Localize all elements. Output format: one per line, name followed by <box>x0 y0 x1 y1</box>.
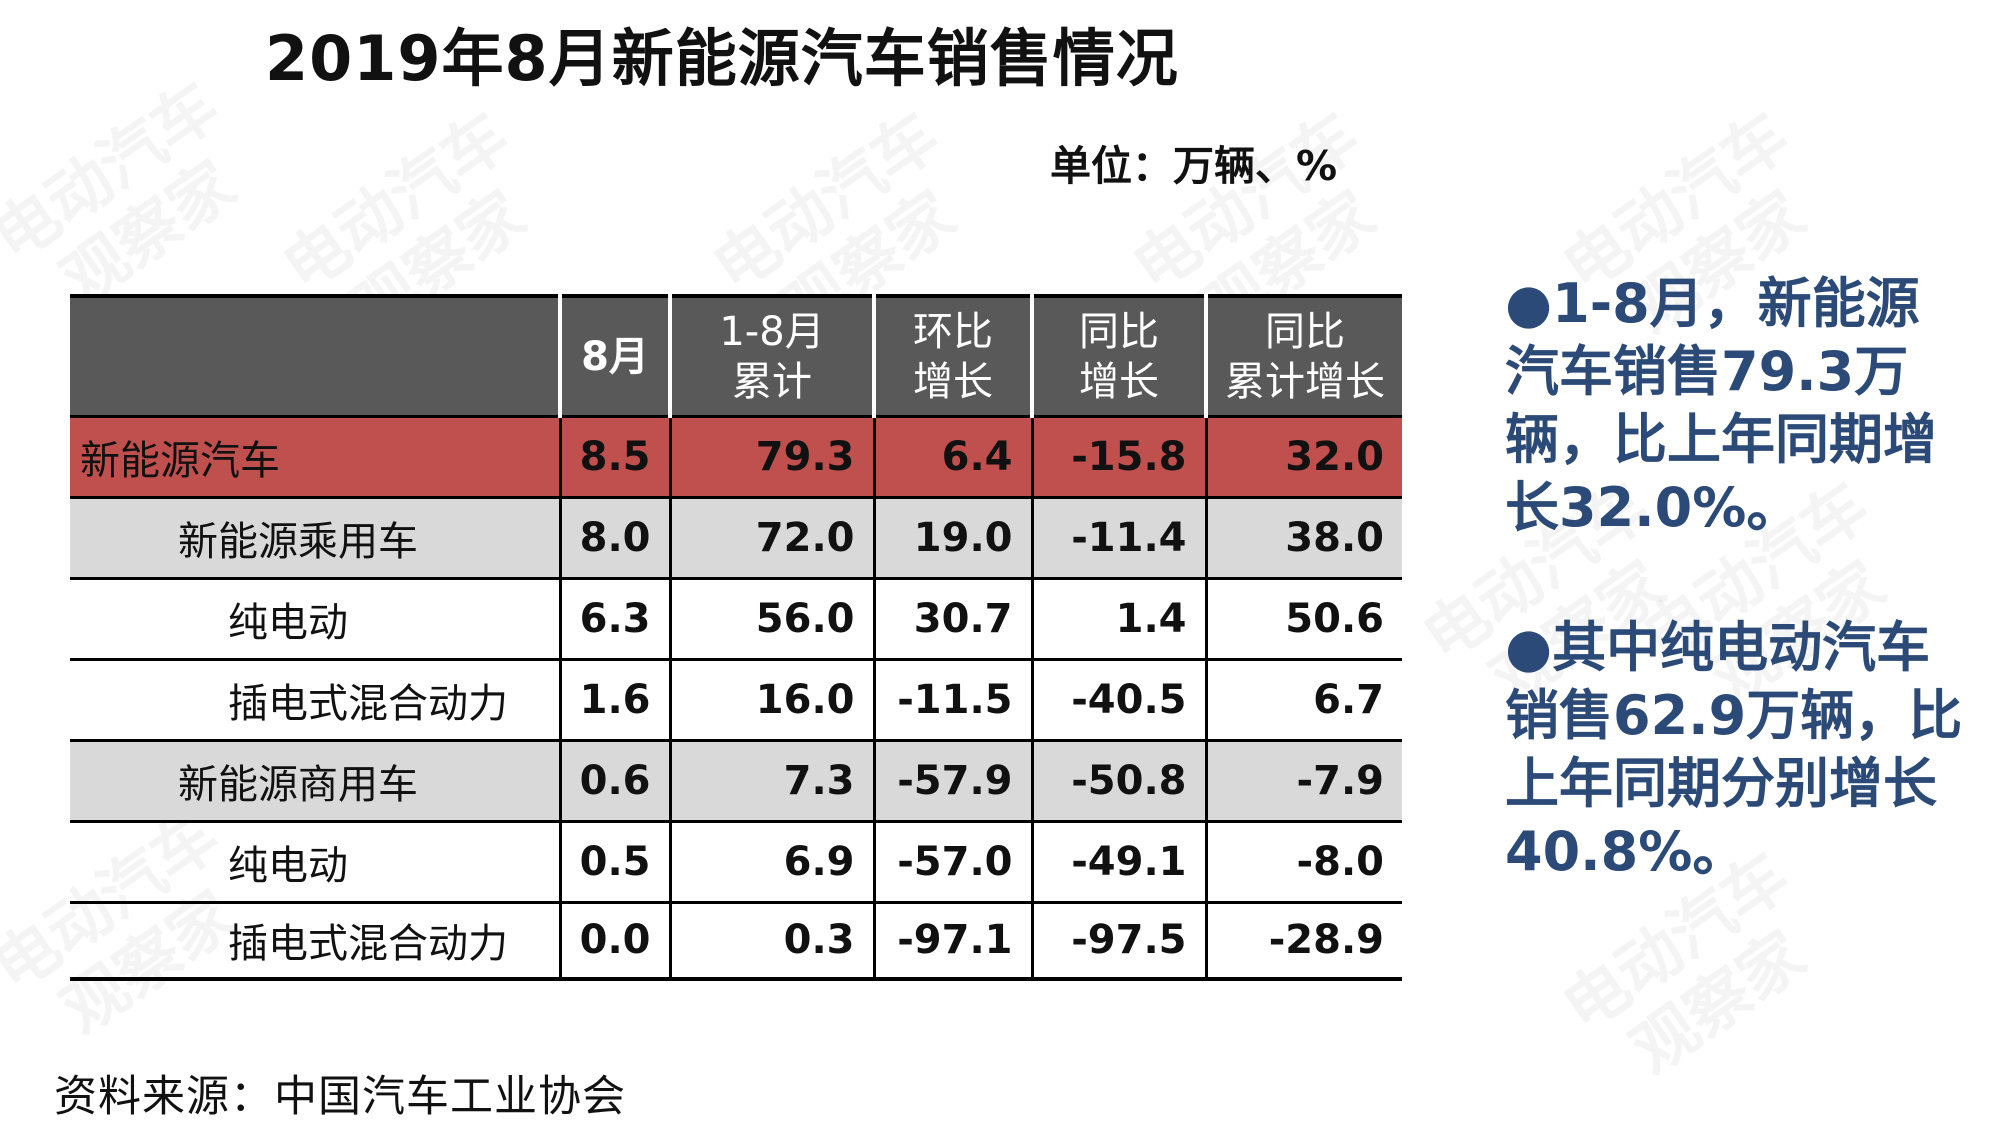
table-cell: 0.5 <box>558 820 670 903</box>
table-row: 新能源乘用车 8.0 72.0 19.0 -11.4 38.0 <box>70 496 1402 579</box>
table-header-row: 8月 1-8月 累计 环比 增长 同比 增长 同比 累计增长 <box>70 296 1402 417</box>
table-cell: 0.0 <box>558 901 670 979</box>
table-row: 纯电动 6.3 56.0 30.7 1.4 50.6 <box>70 577 1402 660</box>
summary-text-2: ●其中纯电动汽车销售62.9万辆，比上年同期分别增长40.8%。 <box>1505 616 1963 883</box>
table-cell: -11.5 <box>872 658 1032 741</box>
table-cell: 19.0 <box>872 496 1032 579</box>
table-cell: -97.1 <box>872 901 1032 979</box>
table-cell: 6.7 <box>1204 658 1402 741</box>
table-cell: 38.0 <box>1204 496 1402 579</box>
table-cell: 72.0 <box>668 496 874 579</box>
row-label: 插电式混合动力 <box>70 901 560 979</box>
table-cell: 56.0 <box>668 577 874 660</box>
table-cell: -49.1 <box>1030 820 1206 903</box>
table-cell: 1.6 <box>558 658 670 741</box>
row-label: 新能源汽车 <box>70 415 560 498</box>
column-header-1: 8月 <box>558 296 670 417</box>
row-label: 新能源商用车 <box>70 739 560 822</box>
column-header-4: 同比 增长 <box>1030 296 1206 417</box>
table-cell: -7.9 <box>1204 739 1402 822</box>
table-cell: 6.4 <box>872 415 1032 498</box>
row-label: 纯电动 <box>70 577 560 660</box>
unit-label: 单位：万辆、% <box>1050 142 1338 190</box>
summary-text-1: ●1-8月，新能源汽车销售79.3万辆，比上年同期增长32.0%。 <box>1505 272 1937 539</box>
table-row: 插电式混合动力 1.6 16.0 -11.5 -40.5 6.7 <box>70 658 1402 741</box>
table-cell: -57.9 <box>872 739 1032 822</box>
page-title: 2019年8月新能源汽车销售情况 <box>265 22 1179 95</box>
table-body: 新能源汽车 8.5 79.3 6.4 -15.8 32.0 新能源乘用车 8.0 72.0 19.… <box>70 415 1402 979</box>
table-row: 新能源汽车 8.5 79.3 6.4 -15.8 32.0 <box>70 415 1402 498</box>
table-cell: -28.9 <box>1204 901 1402 979</box>
table-cell: -40.5 <box>1030 658 1206 741</box>
table-cell: -97.5 <box>1030 901 1206 979</box>
row-label: 纯电动 <box>70 820 560 903</box>
table-cell: 16.0 <box>668 658 874 741</box>
summary-panel: ●1-8月，新能源汽车销售79.3万辆，比上年同期增长32.0%。 ●其中纯电动… <box>1505 270 1965 958</box>
table-cell: 8.5 <box>558 415 670 498</box>
source-note: 资料来源：中国汽车工业协会 <box>54 1072 626 1122</box>
table-cell: -15.8 <box>1030 415 1206 498</box>
table-row: 插电式混合动力 0.0 0.3 -97.1 -97.5 -28.9 <box>70 901 1402 979</box>
table-row: 新能源商用车 0.6 7.3 -57.9 -50.8 -7.9 <box>70 739 1402 822</box>
table-cell: 79.3 <box>668 415 874 498</box>
column-header-5: 同比 累计增长 <box>1204 296 1402 417</box>
table-cell: 6.9 <box>668 820 874 903</box>
table-cell: 0.3 <box>668 901 874 979</box>
column-header-0 <box>70 296 560 417</box>
table-cell: -50.8 <box>1030 739 1206 822</box>
sales-table-container: 8月 1-8月 累计 环比 增长 同比 增长 同比 累计增长 新能源汽车 8.5 79.3 6.4 -1… <box>70 294 1402 981</box>
table-cell: 32.0 <box>1204 415 1402 498</box>
table-cell: 50.6 <box>1204 577 1402 660</box>
table-cell: 6.3 <box>558 577 670 660</box>
table-cell: -11.4 <box>1030 496 1206 579</box>
table-cell: 0.6 <box>558 739 670 822</box>
table-row: 纯电动 0.5 6.9 -57.0 -49.1 -8.0 <box>70 820 1402 903</box>
table-cell: 8.0 <box>558 496 670 579</box>
column-header-3: 环比 增长 <box>872 296 1032 417</box>
table-cell: -57.0 <box>872 820 1032 903</box>
column-header-2: 1-8月 累计 <box>668 296 874 417</box>
table-cell: 7.3 <box>668 739 874 822</box>
row-label: 新能源乘用车 <box>70 496 560 579</box>
table-cell: -8.0 <box>1204 820 1402 903</box>
sales-table: 8月 1-8月 累计 环比 增长 同比 增长 同比 累计增长 新能源汽车 8.5 79.3 6.4 -1… <box>70 294 1402 981</box>
row-label: 插电式混合动力 <box>70 658 560 741</box>
table-cell: 1.4 <box>1030 577 1206 660</box>
table-cell: 30.7 <box>872 577 1032 660</box>
